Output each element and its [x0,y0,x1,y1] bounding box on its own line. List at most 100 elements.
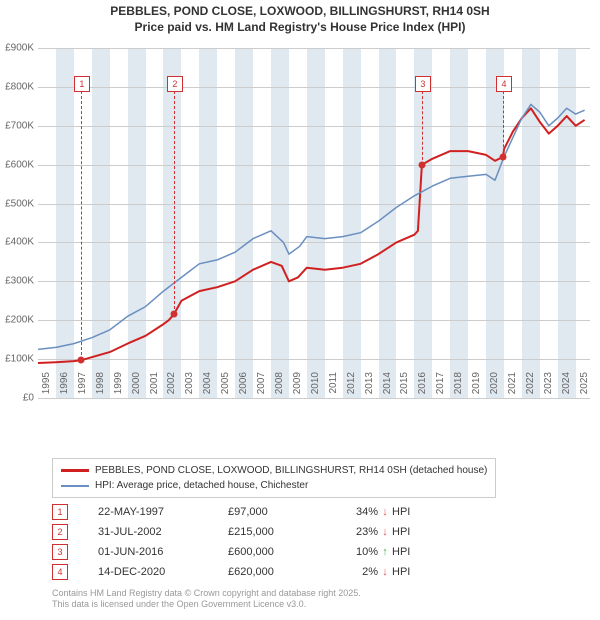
x-axis-label: 2009 [292,372,303,402]
sale-marker-box: 4 [496,76,512,92]
sale-price: £215,000 [228,526,338,538]
legend: PEBBLES, POND CLOSE, LOXWOOD, BILLINGSHU… [52,458,496,498]
sale-marker-box: 1 [74,76,90,92]
x-axis-label: 2016 [417,372,428,402]
x-axis-label: 2002 [166,372,177,402]
x-axis-label: 2000 [131,372,142,402]
sale-pct: 34% [338,506,378,518]
legend-item: HPI: Average price, detached house, Chic… [61,478,487,493]
chart-area: £0£100K£200K£300K£400K£500K£600K£700K£80… [38,48,590,418]
sale-price: £97,000 [228,506,338,518]
x-axis-label: 2001 [149,372,160,402]
year-band [56,48,74,398]
gridline [38,320,590,321]
year-band [271,48,289,398]
y-axis-label: £100K [0,354,34,365]
arrow-up-icon: ↑ [378,546,392,558]
year-band [128,48,146,398]
sale-marker-dot [500,153,507,160]
x-axis-label: 2015 [399,372,410,402]
chart-container: PEBBLES, POND CLOSE, LOXWOOD, BILLINGSHU… [0,0,600,620]
legend-swatch [61,485,89,487]
year-band [486,48,504,398]
gridline [38,359,590,360]
sale-date: 01-JUN-2016 [98,546,228,558]
sale-marker-line [174,91,175,314]
x-axis-label: 2023 [543,372,554,402]
sale-pct: 10% [338,546,378,558]
gridline [38,204,590,205]
year-band [522,48,540,398]
year-band [235,48,253,398]
footer-attribution: Contains HM Land Registry data © Crown c… [52,588,361,611]
x-axis-label: 2014 [382,372,393,402]
sale-date: 14-DEC-2020 [98,566,228,578]
sale-pct: 23% [338,526,378,538]
legend-swatch [61,469,89,472]
gridline [38,48,590,49]
sale-hpi-label: HPI [392,566,422,578]
x-axis-label: 2004 [202,372,213,402]
year-band [558,48,576,398]
x-axis-label: 2025 [579,372,590,402]
sale-row: 231-JUL-2002£215,00023%↓HPI [52,522,422,542]
sale-price: £600,000 [228,546,338,558]
sale-date: 31-JUL-2002 [98,526,228,538]
y-axis-label: £400K [0,237,34,248]
plot-background [38,48,590,398]
arrow-down-icon: ↓ [378,566,392,578]
title-line-2: Price paid vs. HM Land Registry's House … [0,20,600,36]
x-axis-label: 1999 [113,372,124,402]
x-axis-label: 2003 [184,372,195,402]
legend-label: HPI: Average price, detached house, Chic… [95,478,308,493]
sale-marker-dot [418,161,425,168]
sale-index-box: 1 [52,504,68,520]
footer-line-1: Contains HM Land Registry data © Crown c… [52,588,361,599]
sale-index-box: 4 [52,564,68,580]
y-axis-label: £300K [0,276,34,287]
x-axis-label: 2019 [471,372,482,402]
y-axis-label: £600K [0,159,34,170]
sale-marker-line [81,91,82,360]
year-band [343,48,361,398]
x-axis-label: 2007 [256,372,267,402]
y-axis-label: £500K [0,198,34,209]
sale-index-box: 2 [52,524,68,540]
sale-marker-dot [77,357,84,364]
x-axis-label: 1996 [59,372,70,402]
y-axis-label: £900K [0,43,34,54]
y-axis-label: £700K [0,120,34,131]
sale-row: 1 22-MAY-1997£97,00034%↓HPI [52,502,422,522]
x-axis-label: 1998 [95,372,106,402]
x-axis-label: 2024 [561,372,572,402]
x-axis-label: 1997 [77,372,88,402]
x-axis-label: 2005 [220,372,231,402]
sales-table: 122-MAY-1997£97,00034%↓HPI231-JUL-2002£2… [52,502,422,582]
year-band [307,48,325,398]
sale-pct: 2% [338,566,378,578]
gridline [38,242,590,243]
sale-marker-line [503,91,504,157]
x-axis-label: 2010 [310,372,321,402]
sale-hpi-label: HPI [392,506,422,518]
chart-title: PEBBLES, POND CLOSE, LOXWOOD, BILLINGSHU… [0,0,600,35]
arrow-down-icon: ↓ [378,526,392,538]
year-band [379,48,397,398]
x-axis-label: 2013 [364,372,375,402]
sale-index-box: 3 [52,544,68,560]
y-axis-label: £200K [0,315,34,326]
x-axis-label: 2011 [328,372,339,402]
y-axis-label: £800K [0,81,34,92]
gridline [38,165,590,166]
arrow-down-icon: ↓ [378,506,392,518]
sale-marker-line [422,91,423,165]
y-axis-label: £0 [0,393,34,404]
sale-row: 414-DEC-2020£620,0002%↓HPI [52,562,422,582]
sale-row: 301-JUN-2016£600,00010%↑HPI [52,542,422,562]
sale-marker-box: 3 [415,76,431,92]
sale-date: 22-MAY-1997 [98,506,228,518]
footer-line-2: This data is licensed under the Open Gov… [52,599,361,610]
x-axis-label: 2012 [346,372,357,402]
x-axis-label: 2022 [525,372,536,402]
x-axis-label: 2021 [507,372,518,402]
